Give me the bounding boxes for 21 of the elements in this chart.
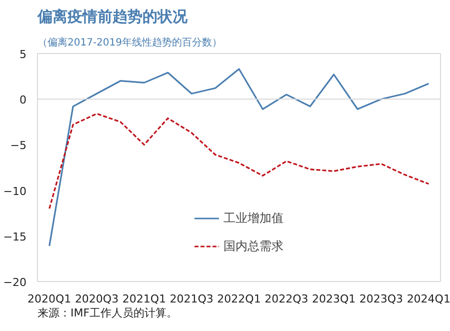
- x-tick-label: 2022Q1: [217, 292, 261, 306]
- y-tick-label: −15: [3, 230, 27, 244]
- y-tick-label: −10: [3, 184, 27, 198]
- x-tick-label: 2022Q3: [264, 292, 308, 306]
- chart-title: 偏离疫情前趋势的状况: [36, 8, 188, 26]
- x-tick-label: 2020Q3: [74, 292, 119, 306]
- x-tick-label: 2023Q1: [312, 292, 356, 306]
- y-tick-label: 5: [20, 48, 26, 61]
- line-series: [48, 112, 430, 210]
- x-tick-label: 2024Q1: [406, 292, 450, 306]
- x-tick-label: 2023Q3: [359, 292, 404, 306]
- y-tick-label: −5: [10, 139, 27, 152]
- chart-subtitle: （偏离2017-2019年线性趋势的百分数）: [38, 36, 222, 48]
- y-tick-label: 0: [20, 94, 26, 107]
- legend-label: 国内总需求: [224, 238, 284, 254]
- x-tick-label: 2020Q1: [28, 292, 72, 306]
- legend-label: 工业增加值: [224, 210, 284, 226]
- x-tick-label: 2021Q1: [122, 292, 166, 306]
- source-note: 来源：IMF工作人员的计算。: [38, 306, 178, 320]
- y-tick-label: −20: [3, 276, 27, 289]
- x-tick-label: 2021Q3: [170, 292, 214, 306]
